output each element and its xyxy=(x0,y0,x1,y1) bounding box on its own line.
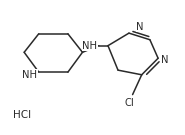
Text: N: N xyxy=(136,21,144,31)
Text: N: N xyxy=(161,55,168,65)
Text: HCl: HCl xyxy=(13,110,31,120)
Text: NH: NH xyxy=(22,70,37,80)
Text: Cl: Cl xyxy=(125,98,135,108)
Text: NH: NH xyxy=(82,41,97,51)
